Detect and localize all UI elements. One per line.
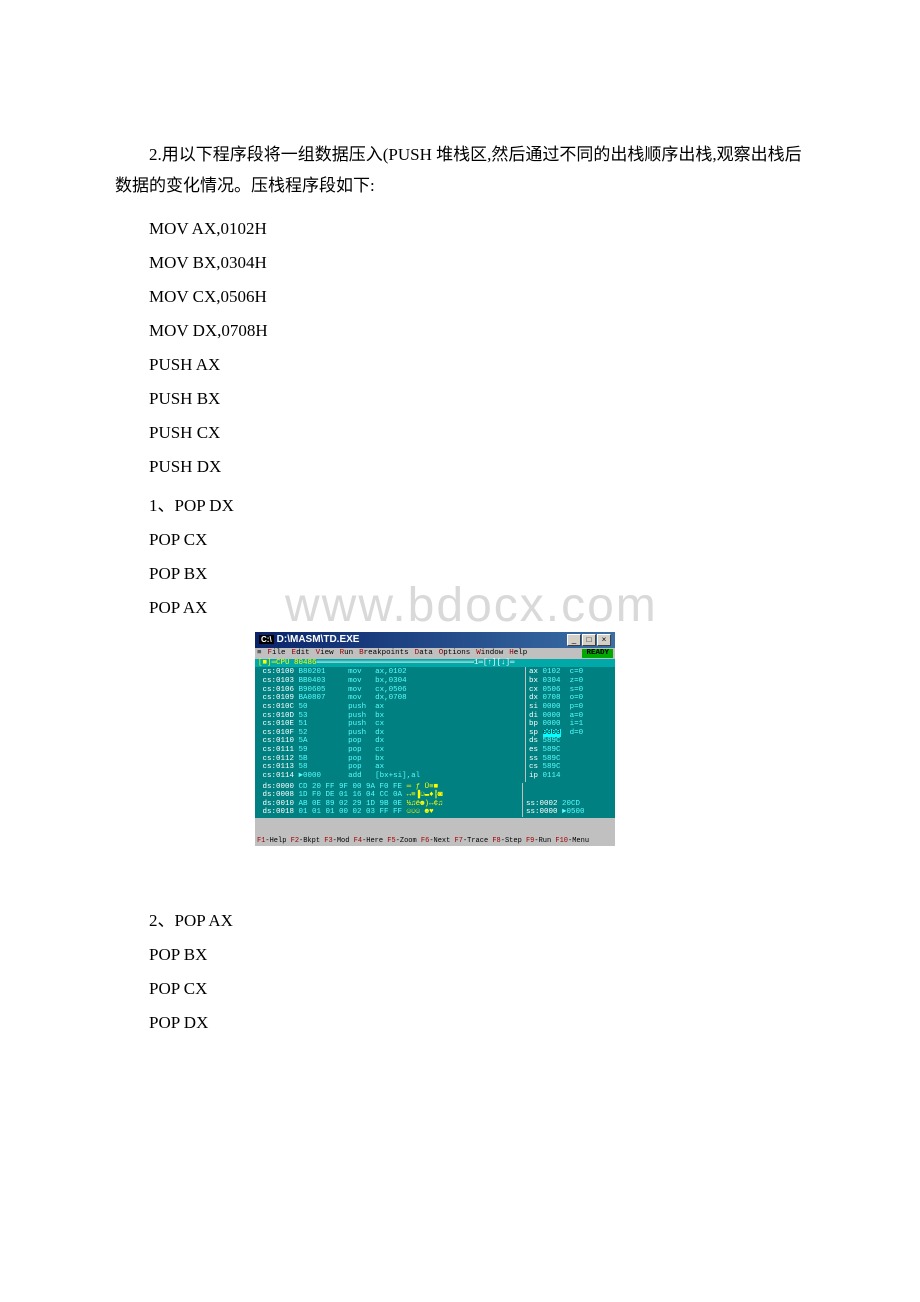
disasm-line: cs:010F 52 push dx [258,729,522,738]
menu-file[interactable]: File [268,649,286,657]
disasm-line: cs:0109 BA0807 mov dx,0708 [258,694,522,703]
tui-area: ≡ File Edit View Run Breakpoints Data Options Wi… [255,648,615,846]
menu-help[interactable]: Help [509,649,527,657]
asm-line: POP DX [149,1013,810,1033]
disasm-line: cs:0100 B80201 mov ax,0102 [258,668,522,677]
tui-background [255,818,615,836]
disasm-line: cs:010C 50 push ax [258,703,522,712]
reg-line: di 0000 a=0 [529,712,612,721]
titlebar[interactable]: C:\D:\MASM\TD.EXE _ □ × [255,632,615,648]
asm-line: 2、POP AX [149,906,810,931]
asm-block-1: MOV AX,0102H MOV BX,0304H MOV CX,0506H M… [115,219,810,618]
stack-empty [526,783,612,792]
dump-line: ds:0018 01 01 01 00 02 03 FF FF ☺☺☺ ☻♥ [258,808,522,817]
asm-block-2: 2、POP AX POP BX POP CX POP DX [115,906,810,1033]
disasm-line: cs:0106 B90605 mov cx,0506 [258,686,522,695]
disasm-line: cs:0111 59 pop cx [258,746,522,755]
document-content: 2.用以下程序段将一组数据压入(PUSH 堆栈区,然后通过不同的出栈顺序出栈,观… [0,0,920,1033]
dump-line: ds:0008 1D F0 DE 01 16 04 CC 0A ↔≡▐☺▬♦╠◙ [258,791,522,800]
close-button[interactable]: × [597,634,611,646]
reg-line: si 0000 p=0 [529,703,612,712]
asm-line: PUSH BX [149,389,810,409]
disasm-line: cs:010D 53 push bx [258,712,522,721]
maximize-button[interactable]: □ [582,634,596,646]
reg-line: cx 0506 s=0 [529,686,612,695]
asm-line: MOV CX,0506H [149,287,810,307]
registers-pane[interactable]: ax 0102 c=0bx 0304 z=0cx 0506 s=0dx 0708… [525,667,615,781]
paragraph-1: 2.用以下程序段将一组数据压入(PUSH 堆栈区,然后通过不同的出栈顺序出栈,观… [115,140,810,201]
dump-pane[interactable]: ds:0000 CD 20 FF 9F 00 9A F0 FE ═ ƒ Ü≡■ … [255,782,615,819]
menu-edit[interactable]: Edit [292,649,310,657]
asm-line: PUSH AX [149,355,810,375]
disasm-line: cs:0114 ►0000 add [bx+si],al [258,772,522,781]
disassembly-pane[interactable]: cs:0100 B80201 mov ax,0102 cs:0103 BB040… [255,667,525,781]
stack-line: ss:0002 20CD [526,800,612,809]
asm-line: MOV AX,0102H [149,219,810,239]
menu-system[interactable]: ≡ [257,649,262,657]
reg-line: ax 0102 c=0 [529,668,612,677]
window-controls: _ □ × [567,634,611,646]
stack-pane[interactable]: ss:0002 20CDss:0000 ►0500 [522,783,612,818]
window-title: C:\D:\MASM\TD.EXE [259,634,359,646]
asm-line: POP CX [149,530,810,550]
asm-line: POP BX [149,945,810,965]
disasm-line: cs:0103 BB0403 mov bx,0304 [258,677,522,686]
asm-line: MOV DX,0708H [149,321,810,341]
stack-line: ss:0000 ►0500 [526,808,612,817]
reg-line: bp 0000 i=1 [529,720,612,729]
minimize-button[interactable]: _ [567,634,581,646]
reg-line: dx 0708 o=0 [529,694,612,703]
cpu-content: cs:0100 B80201 mov ax,0102 cs:0103 BB040… [255,667,615,781]
asm-line: PUSH CX [149,423,810,443]
cmd-icon: C:\ [259,635,274,644]
panel-title: [■]═CPU 80486═══════════════════════════… [255,659,615,668]
menu-breakpoints[interactable]: Breakpoints [359,649,409,657]
asm-line: PUSH DX [149,457,810,477]
menu-data[interactable]: Data [415,649,433,657]
stack-empty [526,791,612,800]
disasm-line: cs:0112 5B pop bx [258,755,522,764]
cpu-panel: [■]═CPU 80486═══════════════════════════… [255,659,615,818]
reg-line: sp 0000 d=0 [529,729,612,738]
reg-line: ds 589C [529,737,612,746]
disasm-line: cs:0113 58 pop ax [258,763,522,772]
menu-window[interactable]: Window [476,649,503,657]
reg-line: cs 589C [529,763,612,772]
reg-line: bx 0304 z=0 [529,677,612,686]
reg-line: ip 0114 [529,772,612,781]
disasm-line: cs:0110 5A pop dx [258,737,522,746]
reg-line: ss 589C [529,755,612,764]
reg-line: es 589C [529,746,612,755]
menu-bar: ≡ File Edit View Run Breakpoints Data Options Wi… [255,648,615,659]
status-bar: F1-Help F2-Bkpt F3-Mod F4-Here F5-Zoom F… [255,836,615,846]
asm-line: POP CX [149,979,810,999]
dump-line: ds:0000 CD 20 FF 9F 00 9A F0 FE ═ ƒ Ü≡■ [258,783,522,792]
dump-line: ds:0010 AB 0E 89 02 29 1D 9B 0E ½♫ë☻)↔¢♫ [258,800,522,809]
debugger-window: C:\D:\MASM\TD.EXE _ □ × ≡ File Edit View Run… [255,632,615,846]
menu-options[interactable]: Options [439,649,471,657]
watermark-text: www.bdocx.com [285,578,658,633]
menu-view[interactable]: View [316,649,334,657]
ready-indicator: READY [582,649,613,658]
disasm-line: cs:010E 51 push cx [258,720,522,729]
asm-line: 1、POP DX [149,491,810,516]
asm-line: MOV BX,0304H [149,253,810,273]
menu-run[interactable]: Run [340,649,354,657]
